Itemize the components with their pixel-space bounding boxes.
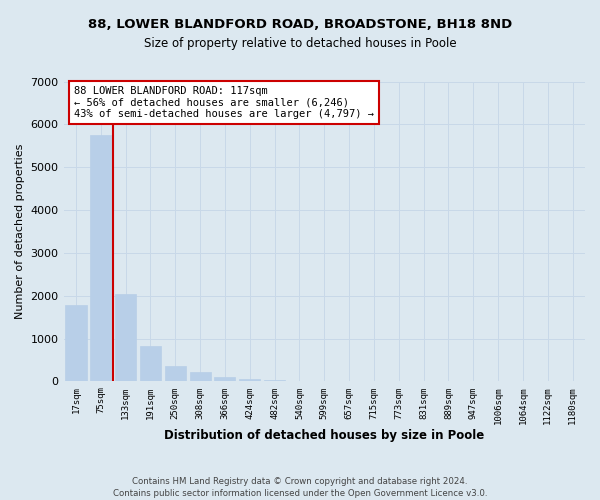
Bar — [115, 294, 136, 382]
Bar — [239, 379, 260, 382]
Bar — [140, 346, 161, 382]
Bar — [264, 380, 285, 382]
Text: 88 LOWER BLANDFORD ROAD: 117sqm
← 56% of detached houses are smaller (6,246)
43%: 88 LOWER BLANDFORD ROAD: 117sqm ← 56% of… — [74, 86, 374, 119]
Bar — [165, 366, 186, 382]
Bar — [65, 305, 86, 382]
Bar — [289, 381, 310, 382]
Bar — [90, 135, 112, 382]
Text: Contains public sector information licensed under the Open Government Licence v3: Contains public sector information licen… — [113, 489, 487, 498]
Bar — [190, 372, 211, 382]
Y-axis label: Number of detached properties: Number of detached properties — [15, 144, 25, 319]
Text: Contains HM Land Registry data © Crown copyright and database right 2024.: Contains HM Land Registry data © Crown c… — [132, 478, 468, 486]
Text: 88, LOWER BLANDFORD ROAD, BROADSTONE, BH18 8ND: 88, LOWER BLANDFORD ROAD, BROADSTONE, BH… — [88, 18, 512, 30]
Bar — [214, 376, 235, 382]
Text: Size of property relative to detached houses in Poole: Size of property relative to detached ho… — [143, 38, 457, 51]
X-axis label: Distribution of detached houses by size in Poole: Distribution of detached houses by size … — [164, 430, 484, 442]
